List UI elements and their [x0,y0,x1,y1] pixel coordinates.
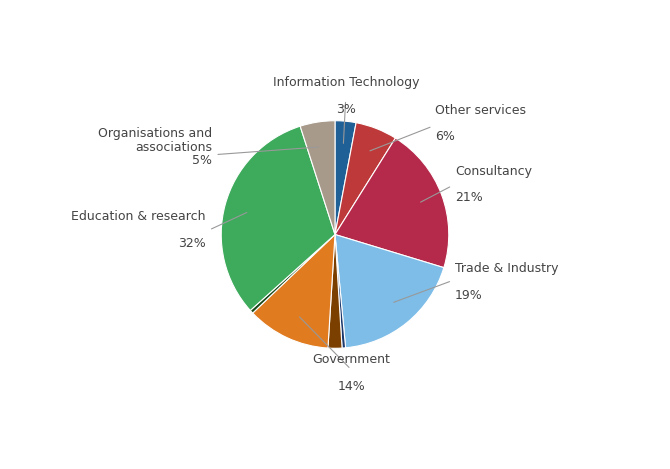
Text: 5%: 5% [192,154,212,167]
Text: 21%: 21% [455,191,483,204]
Wedge shape [253,234,335,348]
Text: Government: Government [312,353,391,366]
Text: 32%: 32% [178,237,206,250]
Wedge shape [335,123,395,234]
Text: 6%: 6% [435,130,455,144]
Text: Trade & Industry: Trade & Industry [455,262,559,275]
Wedge shape [335,121,356,234]
Text: 3%: 3% [336,103,356,116]
Wedge shape [335,138,449,268]
Wedge shape [335,234,444,348]
Text: Consultancy: Consultancy [455,165,532,178]
Text: 19%: 19% [455,288,483,302]
Text: associations: associations [135,141,212,154]
Wedge shape [335,234,346,348]
Text: Organisations and: Organisations and [98,127,212,140]
Text: Education & research: Education & research [71,210,206,223]
Text: Information Technology: Information Technology [273,76,419,89]
Text: Other services: Other services [435,104,526,117]
Text: 14%: 14% [338,380,365,393]
Wedge shape [221,126,335,310]
Wedge shape [300,121,335,234]
Wedge shape [328,234,342,348]
Wedge shape [251,234,335,313]
